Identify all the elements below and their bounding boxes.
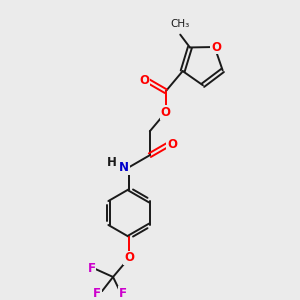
Text: N: N <box>119 161 129 174</box>
Text: O: O <box>139 74 149 87</box>
Text: F: F <box>119 287 127 300</box>
Text: H: H <box>107 156 117 169</box>
Text: O: O <box>161 106 171 119</box>
Text: CH₃: CH₃ <box>171 20 190 29</box>
Text: O: O <box>124 251 134 265</box>
Text: F: F <box>87 262 95 275</box>
Text: F: F <box>93 287 101 300</box>
Text: O: O <box>211 40 221 53</box>
Text: O: O <box>167 138 177 151</box>
